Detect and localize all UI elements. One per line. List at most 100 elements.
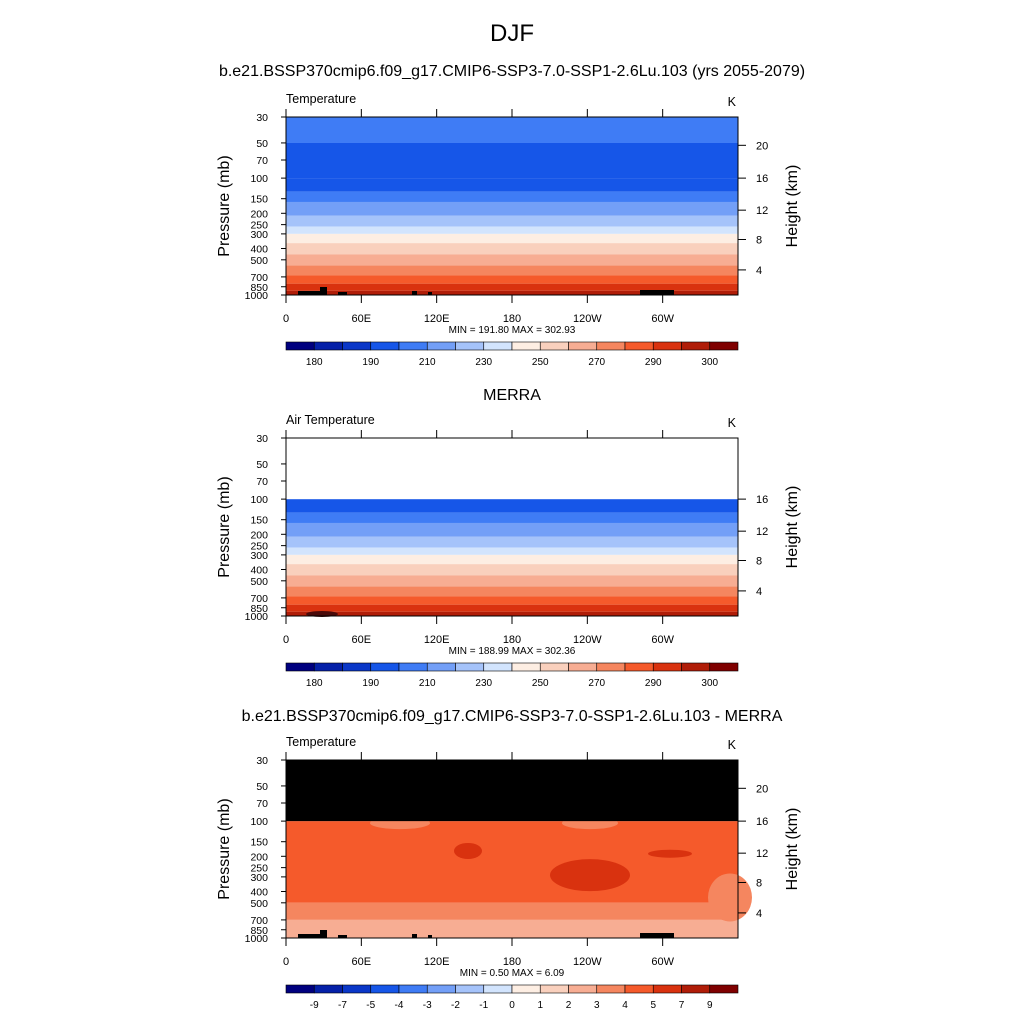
panel-3-y-tick-label: 500 [250,898,268,910]
panel-2-colorbar-swatch [511,662,541,672]
panel-2-y-tick-label: 30 [256,433,268,445]
panel-2-colorbar-swatch [342,662,372,672]
panel-1-colorbar-swatch [455,341,485,351]
panel-3-units: K [728,738,737,752]
panel-2-colorbar-swatch [483,662,513,672]
panel-3-colorbar-swatch [709,984,739,994]
panel-3-topography [298,934,320,938]
panel-1-y-tick-label: 400 [250,243,268,255]
panel-1-y-tick-label: 200 [250,208,268,220]
panel-1-colorbar-swatch [426,341,456,351]
panel-2-contour-band [286,536,738,548]
panel-2-colorbar-label: 290 [645,678,662,689]
panel-3-y-tick-label: 700 [250,915,268,927]
panel-1-topography [640,290,674,295]
panel-3-x-tick-label: 120W [573,956,602,968]
panel-3-y-tick-label: 30 [256,755,268,767]
panel-1-y2-axis-title: Height (km) [784,165,801,248]
panel-3-colorbar-swatch [426,984,456,994]
panel-2-y-axis-title: Pressure (mb) [216,476,233,577]
panel-1-colorbar-swatch [624,341,654,351]
panel-2-y2-axis-title: Height (km) [784,486,801,569]
panel-3-stats: MIN = 0.50 MAX = 6.09 [460,968,565,979]
panel-3-height-tick-label: 12 [756,848,768,860]
panel-3-colorbar-label: -2 [451,1000,460,1011]
panel-3-contour-band [286,902,738,920]
panel-1-contour-band [286,233,738,244]
panel-3-x-tick-label: 180 [503,956,521,968]
panel-1-contour-band [286,243,738,255]
panel-3-y-tick-label: 850 [250,925,268,937]
panel-3-topography [320,930,327,938]
panel-1-y-tick-label: 300 [250,229,268,241]
panel-1-colorbar-label: 180 [306,357,323,368]
panel-2-y-tick-label: 70 [256,476,268,488]
panel-3-y-tick-label: 1000 [245,933,269,945]
panel-3-topography [428,935,432,938]
panel-1-colorbar-label: 230 [475,357,492,368]
panel-2-colorbar-swatch [596,662,626,672]
panel-2-y-tick-label: 100 [250,494,268,506]
panel-1-height-tick-label: 20 [756,140,768,152]
panel-2-stats: MIN = 188.99 MAX = 302.36 [449,646,576,657]
panel-1-colorbar-swatch [681,341,711,351]
panel-3-y-tick-label: 50 [256,781,268,793]
panel-1-y-tick-label: 700 [250,272,268,284]
panel-2-y-tick-label: 200 [250,529,268,541]
panel-1-y-tick-label: 1000 [245,290,269,302]
panel-2-colorbar-label: 300 [701,678,718,689]
panel-2-colorbar-swatch [426,662,456,672]
panel-2-colorbar-swatch [398,662,428,672]
panel-3-x-tick-label: 60W [651,956,674,968]
panel-2-colorbar-label: 190 [362,678,379,689]
panel-3-colorbar-label: 7 [679,1000,685,1011]
panel-2-colorbar-label: 210 [419,678,436,689]
panel-1-colorbar-swatch [596,341,626,351]
panel-3-cool-anomaly [708,873,752,922]
panel-2-colorbar-swatch [681,662,711,672]
panel-1-x-tick-label: 0 [283,313,289,325]
panel-2-y-tick-label: 250 [250,541,268,553]
panel-1-y-tick-label: 850 [250,282,268,294]
panel-2-colorbar-label: 250 [532,678,549,689]
panel-2-title: MERRA [483,387,541,404]
panel-3-y2-axis-title: Height (km) [784,808,801,891]
panel-3-colorbar-label: 2 [566,1000,572,1011]
panel-1-y-tick-label: 50 [256,138,268,150]
panel-1-contour-band [286,265,738,276]
panel-3-x-tick-label: 60E [352,956,372,968]
panel-3-height-tick-label: 16 [756,816,768,828]
panel-1-colorbar-swatch [285,341,315,351]
panel-3-colorbar-label: 9 [707,1000,713,1011]
panel-3-colorbar-label: -4 [395,1000,404,1011]
panel-3-height-tick-label: 20 [756,783,768,795]
panel-2-colorbar-swatch [370,662,400,672]
panel-3-height-tick-label: 4 [756,908,762,920]
panel-1-contour-band [286,283,738,291]
panel-2-x-tick-label: 120W [573,634,602,646]
panel-3-colorbar-swatch [624,984,654,994]
panel-1-colorbar-label: 250 [532,357,549,368]
panel-3-height-tick-label: 8 [756,877,762,889]
panel-2-units: K [728,416,737,430]
panel-1-y-tick-label: 500 [250,255,268,267]
panel-2-contour-band [286,554,738,565]
panel-3-y-tick-label: 300 [250,872,268,884]
panel-3-y-tick-label: 150 [250,837,268,849]
panel-3-warm-anomaly [454,842,482,859]
panel-2-no-data-region [286,438,738,500]
panel-1-x-tick-label: 120E [424,313,450,325]
panel-2-height-tick-label: 4 [756,586,762,598]
panel-2-x-tick-label: 0 [283,634,289,646]
panel-1-topography [338,292,347,295]
panel-3-title: b.e21.BSSP370cmip6.f09_g17.CMIP6-SSP3-7.… [241,708,783,725]
panel-2-y-tick-label: 700 [250,593,268,605]
panel-2-y-tick-label: 500 [250,576,268,588]
panel-3-warm-anomaly [550,859,630,892]
panel-1-contour-band [286,215,738,227]
panel-2-y-tick-label: 400 [250,564,268,576]
panel-2-colorbar-swatch [313,662,343,672]
panel-3-colorbar-swatch [370,984,400,994]
panel-2-colorbar-swatch [455,662,485,672]
figure-title: DJF [490,20,534,47]
